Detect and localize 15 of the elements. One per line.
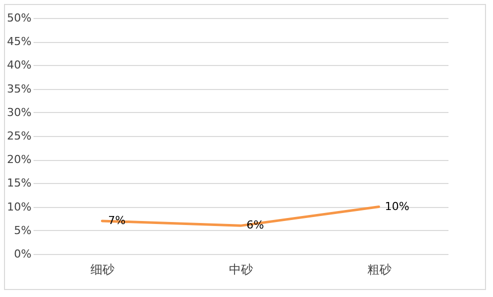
x-tick-label: 中砂 bbox=[229, 262, 253, 276]
y-tick-label: 0% bbox=[14, 248, 32, 260]
y-tick-label: 40% bbox=[7, 58, 32, 72]
y-tick-label: 10% bbox=[7, 200, 32, 214]
y-tick-label: 35% bbox=[7, 82, 32, 96]
y-tick-label: 25% bbox=[7, 130, 32, 142]
x-tick-label: 细砂 bbox=[90, 262, 115, 276]
y-tick-label: 45% bbox=[7, 35, 32, 48]
y-tick-label: 50% bbox=[7, 12, 32, 24]
data-label: 10% bbox=[384, 200, 410, 213]
y-tick-label: 15% bbox=[7, 176, 32, 190]
y-tick-label: 30% bbox=[7, 106, 32, 119]
y-tick-label: 5% bbox=[14, 224, 32, 237]
x-tick-label: 粗砂 bbox=[367, 262, 392, 276]
y-tick-label: 20% bbox=[7, 153, 32, 166]
